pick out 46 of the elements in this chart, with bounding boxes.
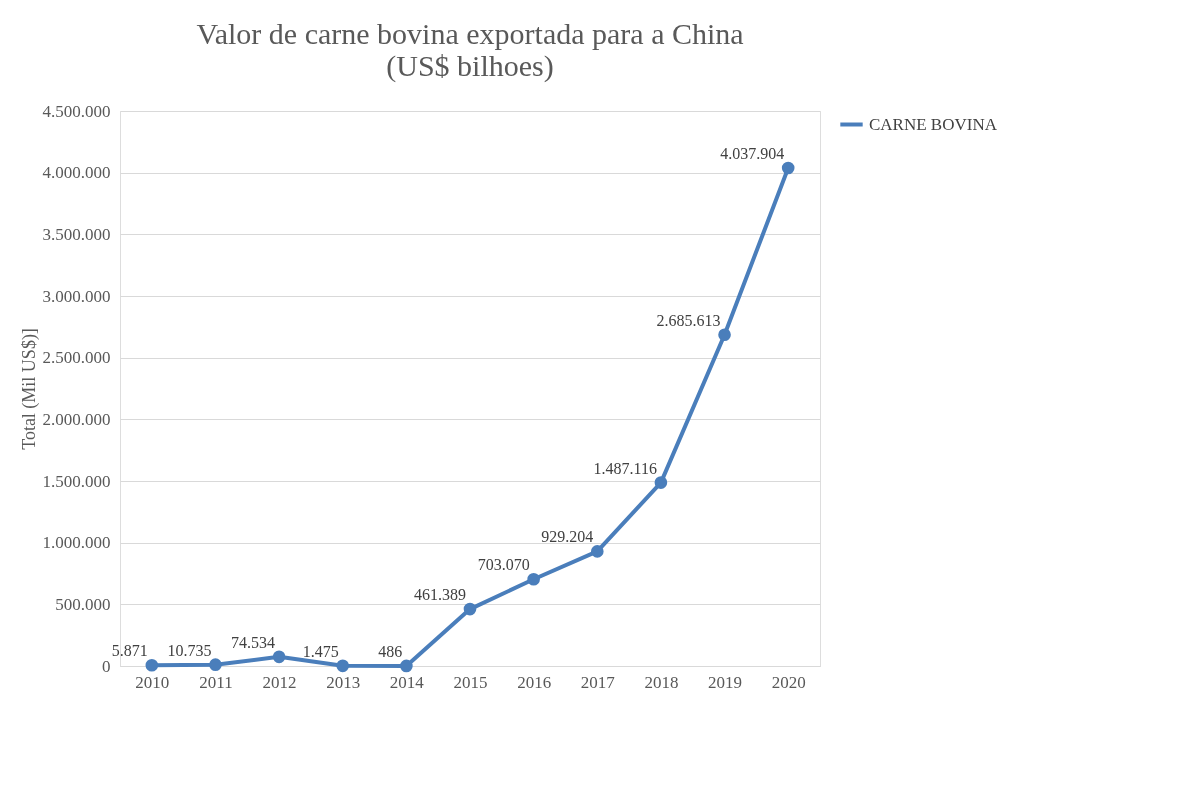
point xyxy=(463,602,477,616)
data-label: 1.475 xyxy=(302,642,339,660)
x-tick-label: 2014 xyxy=(389,672,425,692)
legend-label: CARNE BOVINA xyxy=(869,114,998,134)
data-label: 929.204 xyxy=(541,528,594,546)
x-tick-label: 2015 xyxy=(453,672,488,692)
point xyxy=(654,476,668,489)
x-tick-label: 2012 xyxy=(262,672,297,692)
y-tick-label: 1.000.000 xyxy=(42,533,111,553)
data-label: 703.070 xyxy=(477,556,530,574)
point xyxy=(400,659,413,673)
x-tick-label: 2019 xyxy=(708,672,743,692)
point xyxy=(336,659,350,673)
y-tick-label: 0 xyxy=(102,656,111,676)
y-tick-label: 3.000.000 xyxy=(42,286,111,306)
point xyxy=(145,658,159,672)
point xyxy=(718,328,731,342)
data-label: 74.534 xyxy=(231,633,276,651)
point xyxy=(272,650,286,664)
data-label: 461.389 xyxy=(414,586,466,604)
point xyxy=(527,572,540,586)
y-tick-label: 4.000.000 xyxy=(42,163,111,183)
y-tick-label: 3.500.000 xyxy=(42,224,111,244)
y-tick-label: 2.500.000 xyxy=(42,348,111,368)
x-tick-label: 2016 xyxy=(517,672,552,692)
y-axis-title: Total (Mil US$)] xyxy=(18,328,40,450)
x-tick-label: 2017 xyxy=(580,672,616,692)
data-label: 486 xyxy=(378,642,403,660)
y-tick-label: 1.500.000 xyxy=(42,471,111,491)
chart-title: Valor de carne bovina exportada para a China (US$ bilhoes) xyxy=(196,17,744,83)
data-label: 10.735 xyxy=(167,641,212,659)
data-label: 5.871 xyxy=(111,642,148,660)
y-tick-label: 4.500.000 xyxy=(42,101,111,121)
data-label: 2.685.613 xyxy=(656,311,721,329)
point xyxy=(781,161,795,175)
x-tick-label: 2018 xyxy=(644,672,679,692)
data-label: 1.487.116 xyxy=(593,459,657,477)
y-tick-label: 500.000 xyxy=(55,594,111,614)
y-tick-label: 2.000.000 xyxy=(42,409,111,429)
x-tick-label: 2010 xyxy=(135,672,170,692)
point xyxy=(590,545,604,558)
x-tick-label: 2020 xyxy=(771,672,806,692)
data-label: 4.037.904 xyxy=(720,144,785,162)
x-tick-label: 2013 xyxy=(326,672,361,692)
x-tick-label: 2011 xyxy=(199,672,233,692)
point xyxy=(209,658,222,671)
